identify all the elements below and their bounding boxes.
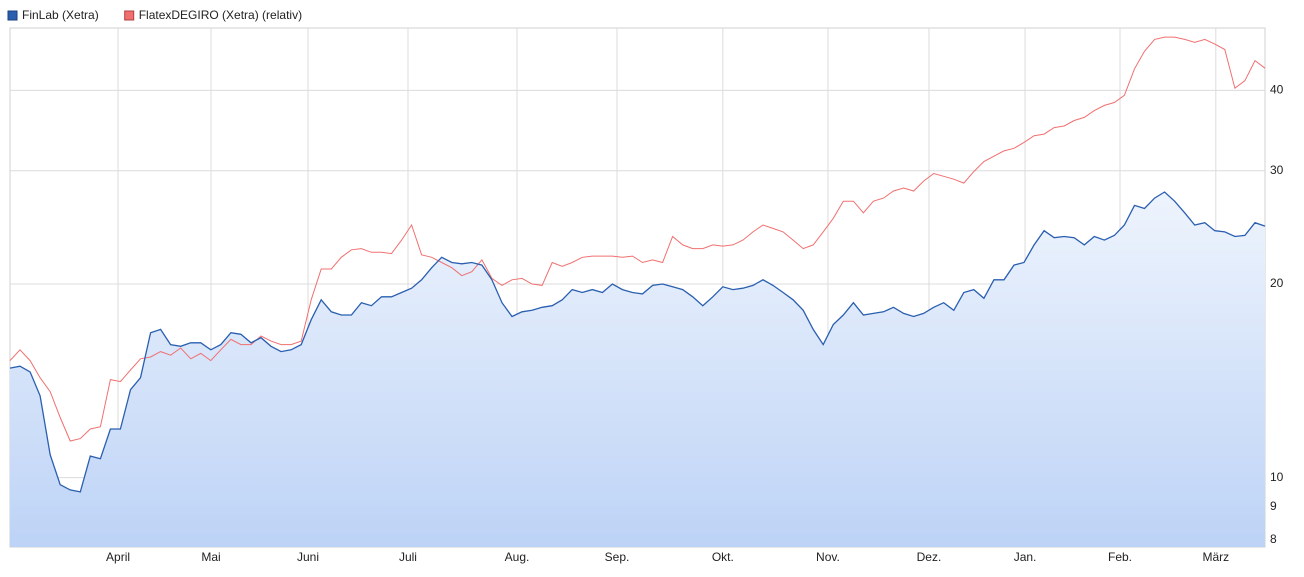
legend-swatch	[124, 10, 135, 21]
x-tick-label: Sep.	[605, 550, 630, 564]
series-line	[9, 36, 1266, 442]
x-tick-label: Mai	[201, 550, 220, 564]
legend-label: FlatexDEGIRO (Xetra) (relativ)	[139, 8, 302, 22]
y-tick-label: 10	[1270, 470, 1284, 484]
area	[10, 192, 1265, 547]
x-tick-label: Feb.	[1108, 550, 1132, 564]
x-tick-label: Dez.	[917, 550, 942, 564]
x-tick-label: April	[106, 550, 130, 564]
y-tick-label: 30	[1270, 163, 1284, 177]
x-tick-label: Juni	[297, 550, 319, 564]
series-line	[9, 191, 1266, 493]
x-tick-label: Juli	[399, 550, 417, 564]
y-tick-label: 40	[1270, 83, 1284, 97]
legend-label: FinLab (Xetra)	[22, 8, 99, 22]
x-tick-label: Aug.	[505, 550, 530, 564]
y-tick-label: 20	[1270, 276, 1284, 290]
y-tick-label: 8	[1270, 532, 1277, 546]
x-tick-label: März	[1202, 550, 1229, 564]
legend-swatch	[7, 10, 18, 21]
x-tick-label: Nov.	[816, 550, 840, 564]
y-tick-label: 9	[1270, 499, 1277, 513]
x-tick-label: Okt.	[712, 550, 734, 564]
x-tick-label: Jan.	[1014, 550, 1037, 564]
